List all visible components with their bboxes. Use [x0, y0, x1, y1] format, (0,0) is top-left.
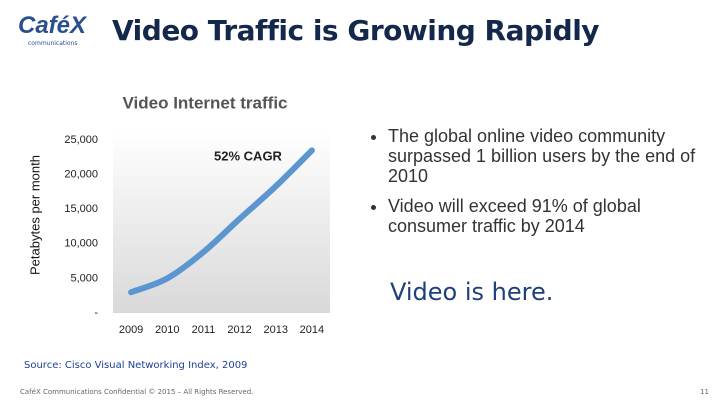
y-tick-label: 20,000: [64, 169, 98, 181]
y-tick-label: 10,000: [64, 238, 98, 250]
x-tick-label: 2012: [227, 324, 251, 336]
source: Source: Cisco Visual Networking Index, 2…: [24, 360, 248, 371]
page-number: 11: [700, 388, 709, 396]
y-tick-label: 5,000: [70, 272, 98, 284]
plot-area: [113, 130, 330, 313]
footer: CaféX Communications Confidential © 2015…: [20, 388, 254, 396]
logo: CaféX: [18, 12, 87, 39]
x-tick-label: 2011: [192, 324, 216, 336]
tagline: Video is here.: [390, 278, 554, 306]
slide-title: Video Traffic is Growing Rapidly: [112, 14, 600, 47]
line-series: [128, 147, 315, 296]
y-tick-label: -: [94, 307, 98, 319]
bullet: Video will exceed 91% of global consumer…: [388, 196, 708, 236]
annotation: 52% CAGR: [214, 148, 283, 163]
x-tick-label: 2010: [155, 324, 179, 336]
bullet-list: The global online video community surpas…: [370, 126, 708, 236]
logo-sub: communications: [28, 40, 78, 47]
x-tick-label: 2009: [119, 324, 143, 336]
y-axis-label: Petabytes per month: [27, 155, 42, 275]
x-tick-label: 2014: [300, 324, 324, 336]
chart-title: Video Internet traffic: [123, 93, 288, 112]
bullet: The global online video community surpas…: [388, 126, 708, 186]
y-tick-label: 25,000: [64, 134, 98, 146]
y-tick-label: 15,000: [64, 203, 98, 215]
x-tick-label: 2013: [264, 324, 288, 336]
